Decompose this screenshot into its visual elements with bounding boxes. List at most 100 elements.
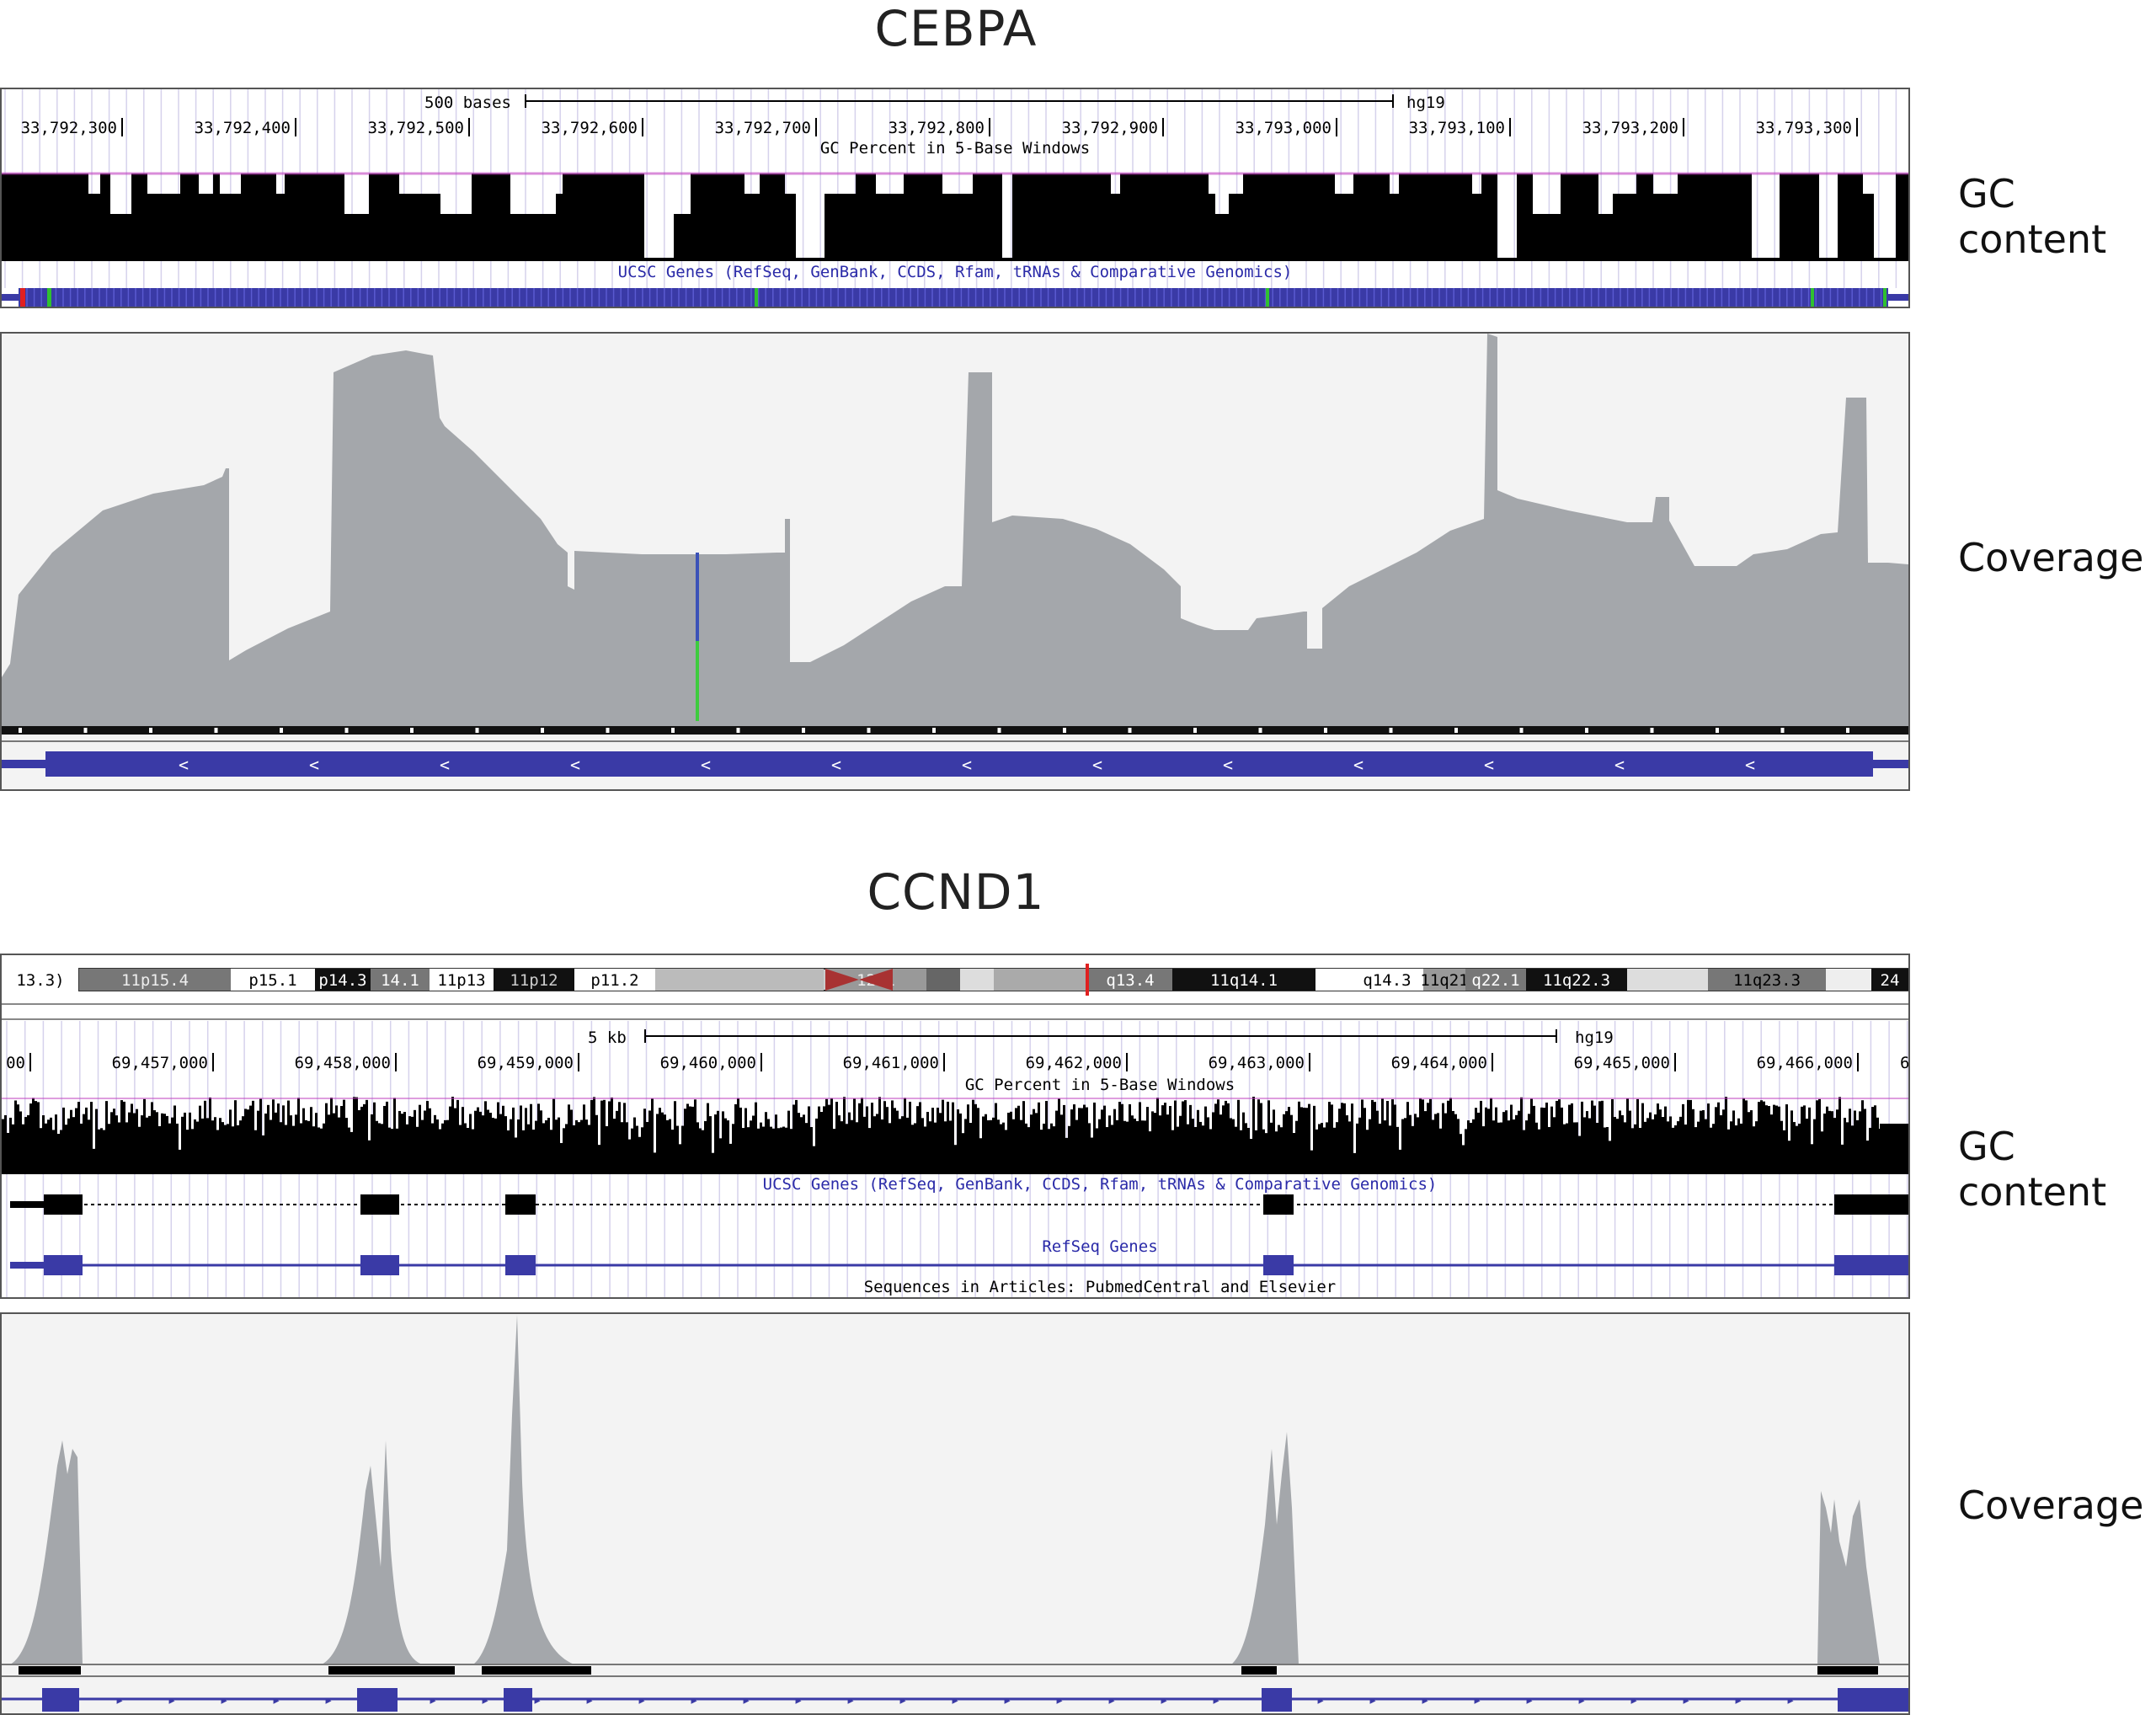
ccnd1-coverage-exon[interactable]	[357, 1688, 398, 1712]
coverage-peak	[1231, 1432, 1299, 1664]
ideogram-band-label: p11.2	[590, 971, 638, 990]
ccnd1-refseq-exon[interactable]	[1263, 1255, 1294, 1275]
svg-text:<: <	[1223, 755, 1233, 775]
ccnd1-refseq-gene[interactable]	[10, 1255, 1908, 1275]
ideogram-band-label: 11q14.1	[1210, 971, 1278, 990]
ideogram-band-label: 11q21	[1420, 971, 1468, 990]
ccnd1-genes-track-label: UCSC Genes (RefSeq, GenBank, CCDS, Rfam,…	[763, 1175, 1438, 1194]
ccnd1-coverage-gene[interactable]	[42, 1688, 1908, 1712]
svg-text:▸: ▸	[585, 1691, 595, 1709]
cebpa-gc-track-label: GC Percent in 5-Base Windows	[820, 139, 1090, 158]
ccnd1-gc-bars	[2, 1097, 1908, 1174]
chromosome-ideogram[interactable]: 13.3) 11p15.4 p15.1 p14.3 14.1 11p13 11p12 p11.…	[16, 964, 1908, 996]
ideogram-band-label: q13.4	[1106, 971, 1154, 990]
cebpa-variant-green	[696, 641, 699, 721]
ccnd1-refseq-exon[interactable]	[505, 1255, 536, 1275]
ccnd1-exon[interactable]	[1834, 1194, 1908, 1215]
coverage-peak	[473, 1315, 574, 1664]
ccnd1-refseq-exon[interactable]	[44, 1255, 83, 1275]
cebpa-gene-marker-red	[20, 288, 25, 307]
ccnd1-ucsc-gene[interactable]	[10, 1194, 1908, 1215]
ccnd1-strand-arrows: ▸ ▸ ▸ ▸ ▸ ▸ ▸ ▸ ▸ ▸ ▸ ▸ ▸ ▸ ▸ ▸ ▸ ▸ ▸ ▸ ▸ ▸ ▸ ▸ ▸ ▸ ▸ ▸ ▸ ▸ ▸ ▸ ▸	[115, 1691, 1796, 1709]
ideogram-band-label: p15.1	[248, 971, 296, 990]
cebpa-tick-label: 33,792,700	[715, 119, 811, 137]
svg-text:<: <	[831, 755, 841, 775]
svg-text:▸: ▸	[690, 1691, 699, 1709]
ccnd1-tick-label: 69,459,000	[478, 1054, 574, 1072]
ccnd1-tick-label: 69,457,000	[112, 1054, 208, 1072]
cebpa-coverage-label: Coverage	[1958, 535, 2144, 580]
ideogram-band-label: 13.3)	[16, 971, 64, 990]
ccnd1-exon[interactable]	[360, 1194, 399, 1215]
svg-text:▸: ▸	[1577, 1691, 1587, 1709]
ccnd1-tick-label: 69,464,000	[1391, 1054, 1487, 1072]
ccnd1-tick-label: 00	[6, 1054, 25, 1072]
svg-text:<: <	[1484, 755, 1494, 775]
ccnd1-exon[interactable]	[505, 1194, 536, 1215]
svg-text:<: <	[962, 755, 972, 775]
ccnd1-tick-label: 6	[1900, 1054, 1908, 1072]
svg-text:<: <	[1353, 755, 1364, 775]
ccnd1-refseq-exon[interactable]	[360, 1255, 399, 1275]
svg-text:▸: ▸	[951, 1691, 960, 1709]
svg-text:▸: ▸	[324, 1691, 334, 1709]
cebpa-ucsc-panel[interactable]: 500 bases hg19 33,792,300 33,792,400 33,79…	[0, 88, 1910, 308]
coverage-peak	[10, 1440, 83, 1664]
svg-text:<: <	[1745, 755, 1755, 775]
svg-text:▸: ▸	[481, 1691, 490, 1709]
cebpa-tick-label: 33,793,300	[1756, 119, 1852, 137]
svg-text:▸: ▸	[1473, 1691, 1482, 1709]
ccnd1-exon[interactable]	[1263, 1194, 1294, 1215]
cebpa-gene-hatch	[26, 288, 1882, 307]
ccnd1-refseq-label: RefSeq Genes	[1042, 1237, 1157, 1256]
ccnd1-coverage-label: Coverage	[1958, 1483, 2144, 1528]
cebpa-genes-track-label: UCSC Genes (RefSeq, GenBank, CCDS, Rfam,…	[618, 263, 1293, 281]
svg-text:▸: ▸	[1160, 1691, 1169, 1709]
ccnd1-tick-label: 69,458,000	[295, 1054, 391, 1072]
ccnd1-coverage-exon[interactable]	[1838, 1688, 1908, 1712]
ccnd1-position-ticks: 00 69,457,000 69,458,000 69,459,000 69,460,0…	[6, 1053, 1908, 1072]
ccnd1-coverage-exon[interactable]	[504, 1688, 532, 1712]
svg-text:<: <	[179, 755, 189, 775]
ccnd1-coverage-panel[interactable]: ▸ ▸ ▸ ▸ ▸ ▸ ▸ ▸ ▸ ▸ ▸ ▸ ▸ ▸ ▸ ▸ ▸ ▸ ▸ ▸ ▸ ▸ ▸ ▸ ▸ ▸ ▸ ▸ ▸ ▸ ▸ ▸ ▸	[0, 1312, 1910, 1715]
svg-text:<: <	[1092, 755, 1102, 775]
svg-text:<: <	[570, 755, 580, 775]
ccnd1-coverage-peaks	[10, 1315, 1880, 1664]
ccnd1-tick-label: 69,465,000	[1574, 1054, 1670, 1072]
ideogram-band-label: 11p13	[437, 971, 485, 990]
cebpa-variant-blue	[696, 553, 699, 641]
cebpa-feature-bar	[2, 726, 1908, 735]
cebpa-title: CEBPA	[874, 0, 1038, 57]
cebpa-tick-label: 33,792,600	[542, 119, 638, 137]
cebpa-coverage-panel[interactable]: < < < < < < < < < < < < <	[0, 332, 1910, 791]
coverage-peak	[1817, 1491, 1880, 1664]
ccnd1-coverage-exon[interactable]	[1262, 1688, 1292, 1712]
ccnd1-coverage-svg: ▸ ▸ ▸ ▸ ▸ ▸ ▸ ▸ ▸ ▸ ▸ ▸ ▸ ▸ ▸ ▸ ▸ ▸ ▸ ▸ ▸ ▸ ▸ ▸ ▸ ▸ ▸ ▸ ▸ ▸ ▸ ▸ ▸	[2, 1315, 1908, 1712]
cebpa-gc-bars	[2, 174, 1908, 261]
cebpa-assembly-label: hg19	[1406, 93, 1445, 112]
ideogram-band-label: 14.1	[381, 971, 419, 990]
cebpa-gene-exon[interactable]	[19, 288, 1888, 307]
svg-text:▸: ▸	[220, 1691, 229, 1709]
cebpa-tick-label: 33,793,000	[1235, 119, 1331, 137]
ccnd1-exon[interactable]	[44, 1194, 83, 1215]
cebpa-coverage-gene[interactable]	[45, 751, 1873, 777]
ccnd1-assembly-label: hg19	[1575, 1028, 1614, 1047]
svg-text:▸: ▸	[168, 1691, 177, 1709]
ccnd1-tick-label: 69,466,000	[1757, 1054, 1853, 1072]
ccnd1-ucsc-svg: 13.3) 11p15.4 p15.1 p14.3 14.1 11p13 11p12 p11.…	[2, 964, 1908, 1297]
svg-text:▸: ▸	[1525, 1691, 1534, 1709]
svg-text:▸: ▸	[1264, 1691, 1273, 1709]
svg-text:▸: ▸	[794, 1691, 803, 1709]
ideogram-position-marker	[1086, 964, 1089, 996]
svg-text:<: <	[1614, 755, 1625, 775]
svg-text:▸: ▸	[1421, 1691, 1430, 1709]
svg-text:▸: ▸	[742, 1691, 751, 1709]
svg-text:<: <	[701, 755, 711, 775]
ccnd1-coverage-exon[interactable]	[42, 1688, 79, 1712]
coverage-peak	[322, 1440, 423, 1664]
ccnd1-refseq-exon[interactable]	[1834, 1255, 1908, 1275]
ideogram-band-label: 11p12	[510, 971, 558, 990]
ccnd1-ucsc-panel[interactable]: 13.3) 11p15.4 p15.1 p14.3 14.1 11p13 11p12 p11.…	[0, 954, 1910, 1299]
cebpa-tick-label: 33,792,900	[1062, 119, 1158, 137]
